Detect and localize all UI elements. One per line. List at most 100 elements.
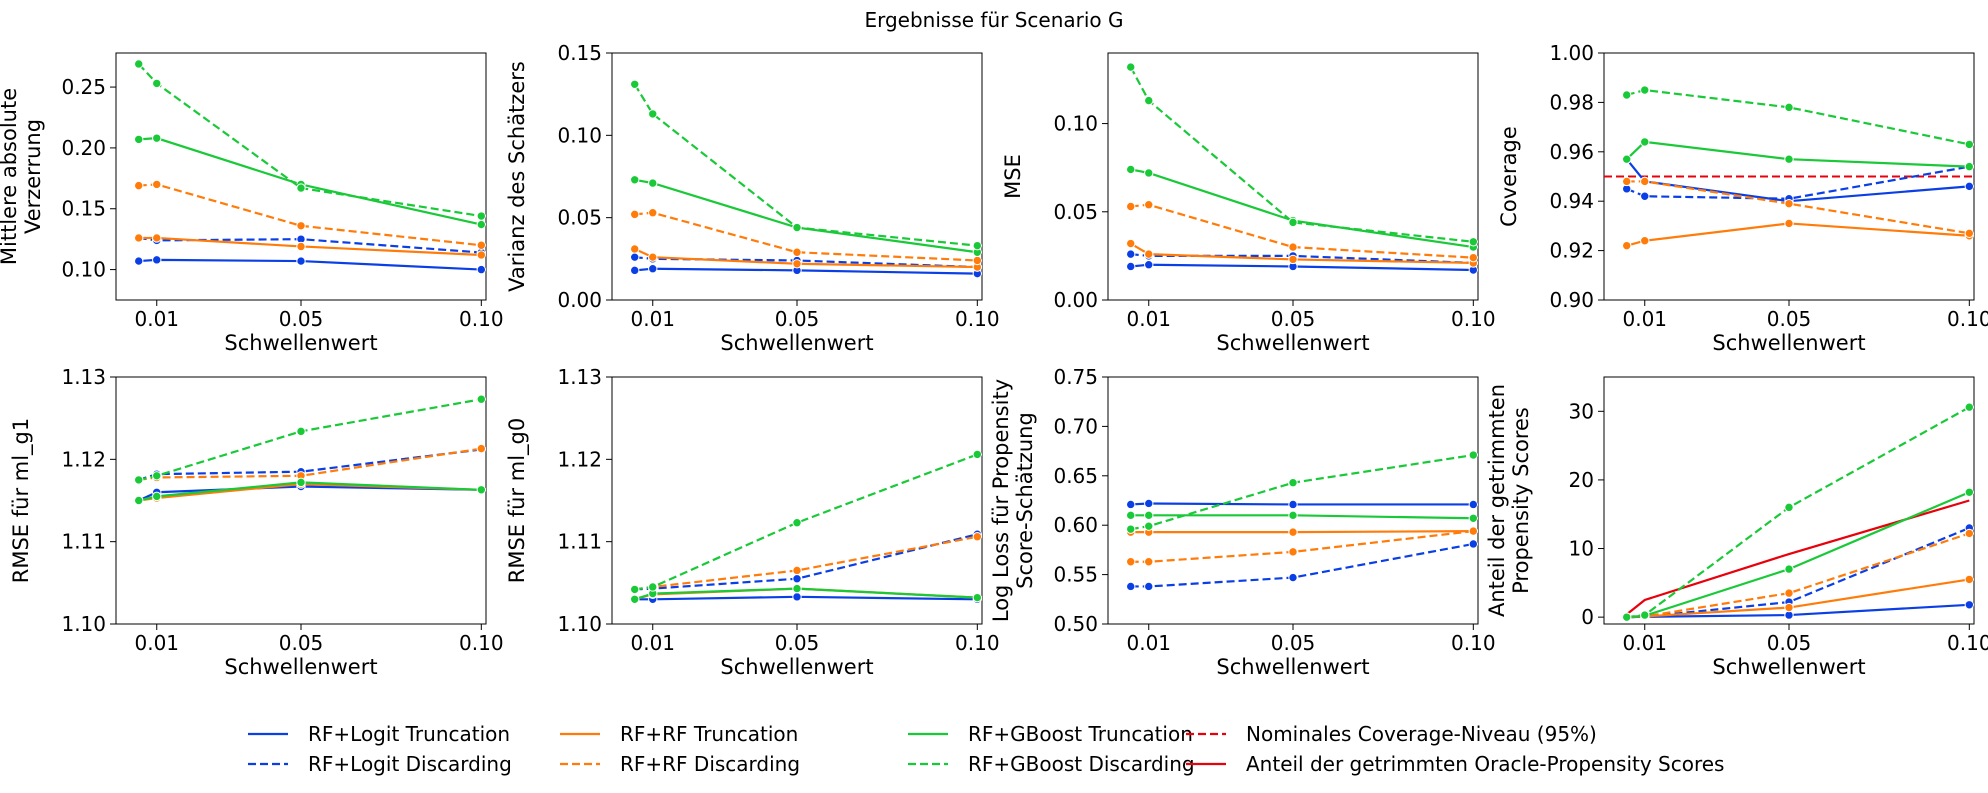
data-point xyxy=(476,485,487,495)
y-tick-label: 0.10 xyxy=(557,123,602,147)
data-point xyxy=(476,250,487,260)
y-tick-label: 30 xyxy=(1569,399,1594,423)
data-point xyxy=(1640,610,1650,620)
data-point xyxy=(1784,102,1794,113)
y-tick-label: 20 xyxy=(1569,468,1594,492)
series-line xyxy=(138,137,482,226)
series-rf-gboost-truncation xyxy=(630,175,983,257)
y-tick-label: 0.20 xyxy=(61,136,106,160)
y-tick-label: 0.65 xyxy=(1053,464,1098,488)
data-point xyxy=(1144,200,1154,210)
series-line xyxy=(138,258,482,271)
series-line xyxy=(634,595,978,601)
series-line xyxy=(1625,140,1970,168)
data-point xyxy=(1640,191,1650,201)
series-rf-gboost-discarding xyxy=(1126,450,1479,534)
data-point xyxy=(1784,154,1794,164)
data-point xyxy=(1468,526,1479,536)
y-axis-label: Score-Schätzung xyxy=(1013,412,1037,589)
data-point xyxy=(1784,588,1794,598)
data-point xyxy=(972,240,983,251)
data-point xyxy=(1964,139,1975,150)
data-point xyxy=(1784,564,1794,574)
data-point xyxy=(152,255,162,265)
data-point xyxy=(1288,217,1298,228)
data-point xyxy=(1622,240,1632,251)
y-tick-label: 1.12 xyxy=(557,447,602,471)
subplot-6: 0.01 0.05 0.10 1.10 1.11 1.12 1.13 Schwellenwer… xyxy=(505,365,1000,679)
data-point xyxy=(296,241,306,252)
data-point xyxy=(1288,242,1298,252)
series-rf-rf-discarding xyxy=(630,532,983,595)
x-tick-label: 0.01 xyxy=(1126,631,1171,655)
x-axis-label: Schwellenwert xyxy=(720,655,873,679)
data-point xyxy=(1964,228,1975,239)
y-tick-label: 0.75 xyxy=(1053,365,1098,389)
x-tick-label: 0.10 xyxy=(1947,307,1988,331)
y-tick-label: 0.05 xyxy=(1053,200,1098,224)
subplot-5: 0.01 0.05 0.10 1.10 1.11 1.12 1.13 Schwellenwer… xyxy=(9,365,504,679)
legend-label: Nominales Coverage-Niveau (95%) xyxy=(1246,722,1597,746)
series-rf-gboost-discarding xyxy=(1622,402,1975,622)
data-point xyxy=(1784,218,1794,229)
series-line xyxy=(1130,203,1474,259)
series-rf-gboost-discarding xyxy=(1126,62,1479,247)
y-axis-label: Verzerrung xyxy=(21,119,45,234)
y-tick-label: 0.96 xyxy=(1549,140,1594,164)
series-rf-gboost-truncation xyxy=(1126,510,1479,523)
series-rf-gboost-discarding xyxy=(630,79,983,251)
data-point xyxy=(1288,547,1298,557)
data-point xyxy=(1288,572,1298,583)
legend-entry-rf-gboost-discarding: RF+GBoost Discarding xyxy=(908,752,1195,776)
legend-label: RF+RF Discarding xyxy=(620,752,800,776)
data-point xyxy=(1144,498,1154,509)
series-rf-gboost-discarding xyxy=(1622,85,1975,150)
subplot-3: 0.01 0.05 0.10 0.00 0.05 0.10 Schwellenwert MSE xyxy=(1001,52,1496,355)
data-point xyxy=(152,471,162,481)
series-line xyxy=(634,178,978,254)
series-rf-rf-truncation xyxy=(1126,238,1479,268)
subplot-1: 0.01 0.05 0.10 0.10 0.15 0.20 0.25 Schwellenwer… xyxy=(0,52,504,355)
data-point xyxy=(792,583,802,594)
legend: RF+Logit Truncation RF+Logit Discarding RF… xyxy=(248,722,1724,776)
series-line xyxy=(1130,168,1474,249)
y-axis-label: RMSE für ml_g0 xyxy=(505,418,530,583)
data-point xyxy=(1288,499,1298,510)
data-point xyxy=(296,256,306,266)
y-tick-label: 0.10 xyxy=(1053,112,1098,136)
data-point xyxy=(1126,524,1136,534)
series-rf-rf-discarding xyxy=(1126,200,1479,263)
data-point xyxy=(1144,260,1154,270)
x-tick-label: 0.10 xyxy=(459,307,504,331)
data-point xyxy=(152,78,162,89)
legend-entry-rf-rf-truncation: RF+RF Truncation xyxy=(560,722,798,746)
data-point xyxy=(134,59,144,69)
data-point xyxy=(1964,574,1975,585)
data-point xyxy=(134,180,144,191)
x-axis-label: Schwellenwert xyxy=(720,331,873,355)
data-point xyxy=(648,208,658,218)
data-point xyxy=(1964,487,1975,497)
data-point xyxy=(1640,236,1650,246)
series-rf-rf-truncation xyxy=(630,244,983,272)
series-line xyxy=(1130,542,1474,588)
y-tick-label: 1.00 xyxy=(1549,41,1594,65)
subplot-7: 0.01 0.05 0.10 0.50 0.55 0.60 0.65 0.70 0.75 Schw… xyxy=(989,365,1496,679)
data-point xyxy=(134,475,144,485)
y-tick-label: 0.94 xyxy=(1549,189,1594,213)
series-line xyxy=(634,211,978,262)
data-point xyxy=(648,109,658,119)
y-tick-label: 1.11 xyxy=(557,530,602,554)
data-point xyxy=(1468,237,1479,247)
series-rf-gboost-truncation xyxy=(134,133,487,230)
x-tick-label: 0.05 xyxy=(775,307,820,331)
data-point xyxy=(792,565,802,576)
series-line xyxy=(1626,165,1970,200)
data-point xyxy=(972,255,983,266)
data-point xyxy=(296,183,306,193)
legend-label: RF+GBoost Truncation xyxy=(968,722,1193,746)
subplot-8: 0.01 0.05 0.10 0 10 20 30 Schwellenwert Anteil d… xyxy=(1485,376,1988,679)
data-point xyxy=(134,134,144,145)
data-point xyxy=(1784,198,1794,209)
